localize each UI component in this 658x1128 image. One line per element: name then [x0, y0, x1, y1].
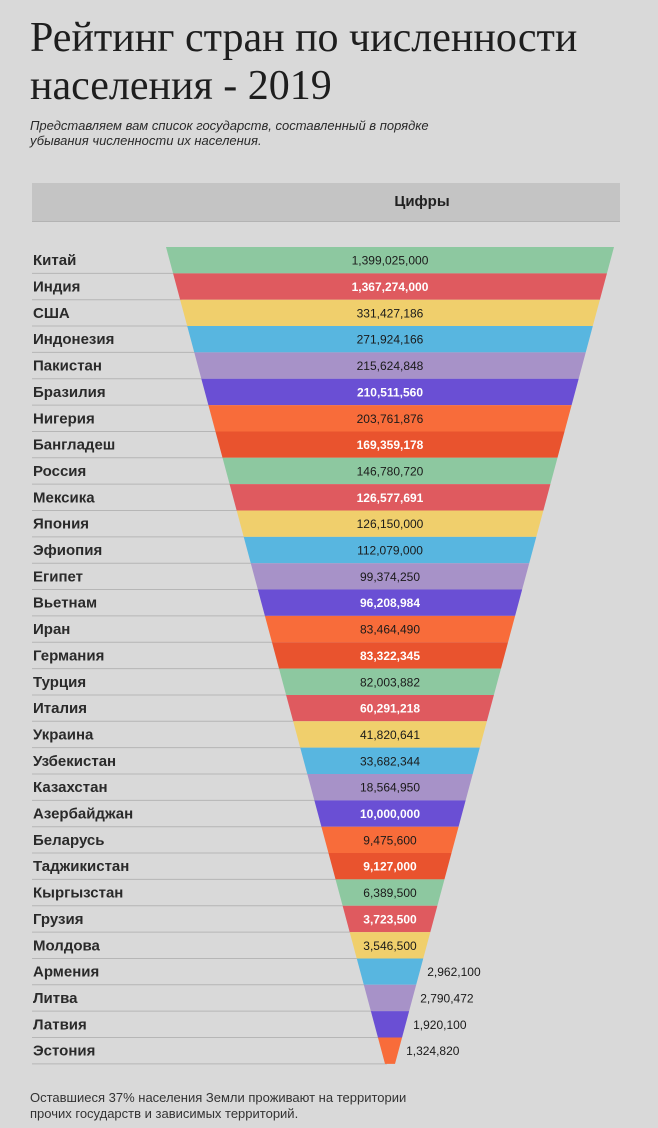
country-label: Грузия	[33, 911, 83, 928]
value-label: 60,291,218	[360, 702, 420, 716]
country-label: Украина	[33, 726, 94, 743]
funnel-band	[180, 299, 600, 327]
value-label: 3,546,500	[363, 939, 417, 953]
country-label: Китай	[33, 252, 76, 269]
country-label: Египет	[33, 568, 83, 585]
value-label: 6,389,500	[363, 886, 417, 900]
value-label: 215,624,848	[357, 359, 424, 373]
funnel-band	[286, 694, 494, 722]
funnel-band	[377, 1037, 403, 1064]
funnel-band	[328, 853, 452, 880]
value-label: 10,000,000	[360, 807, 420, 821]
funnel-band	[222, 457, 558, 485]
funnel-band	[342, 905, 438, 933]
country-label: Армения	[33, 964, 99, 981]
funnel-band	[201, 378, 579, 406]
country-label: Бангладеш	[33, 437, 115, 454]
column-header-bar: Цифры	[32, 183, 620, 222]
country-label: Таджикистан	[33, 858, 129, 875]
value-label: 203,761,876	[357, 412, 424, 426]
country-label: Кыргызстан	[33, 885, 123, 902]
value-label: 1,920,100	[413, 1018, 467, 1032]
funnel-band	[335, 879, 445, 906]
funnel-band	[363, 984, 417, 1012]
country-label: Япония	[33, 516, 89, 533]
value-label: 3,723,500	[363, 912, 417, 926]
funnel-band	[173, 273, 607, 300]
funnel-band	[187, 326, 593, 353]
funnel-band	[314, 800, 466, 827]
country-label: Эстония	[33, 1043, 95, 1060]
country-label: Индия	[33, 279, 80, 296]
country-label: Эфиопия	[33, 542, 102, 559]
country-label: Германия	[33, 647, 104, 664]
country-label: Азербайджан	[33, 806, 133, 823]
country-label: Вьетнам	[33, 595, 97, 612]
footnote: Оставшиеся 37% населения Земли проживают…	[30, 1090, 407, 1121]
country-label: Нигерия	[33, 410, 95, 427]
funnel-band	[356, 958, 424, 985]
funnel-band	[264, 615, 516, 643]
funnel-band	[307, 774, 473, 801]
value-label: 271,924,166	[357, 333, 424, 347]
country-label: Турция	[33, 674, 86, 691]
funnel-band	[229, 484, 551, 511]
column-header-label: Цифры	[394, 193, 450, 210]
country-label: Латвия	[33, 1016, 87, 1033]
value-label: 1,324,820	[406, 1044, 460, 1058]
value-label: 146,780,720	[357, 464, 424, 478]
value-label: 18,564,950	[360, 781, 420, 795]
country-label: Пакистан	[33, 358, 102, 375]
value-label: 2,790,472	[420, 991, 474, 1005]
funnel-band	[349, 932, 431, 959]
value-label: 82,003,882	[360, 675, 420, 689]
value-label: 9,475,600	[363, 833, 417, 847]
value-label: 2,962,100	[427, 965, 481, 979]
country-label: Иран	[33, 621, 70, 638]
value-label: 210,511,560	[357, 385, 423, 399]
value-label: 331,427,186	[357, 306, 424, 320]
page-title: Рейтинг стран по численности населения -…	[30, 15, 578, 109]
country-label: Узбекистан	[33, 753, 116, 770]
funnel-band	[208, 405, 572, 432]
country-label: Молдова	[33, 937, 101, 954]
value-label: 1,399,025,000	[352, 254, 429, 268]
funnel-band	[194, 352, 586, 379]
value-label: 96,208,984	[360, 596, 420, 610]
value-label: 9,127,000	[363, 860, 417, 874]
country-label: Россия	[33, 463, 86, 480]
value-label: 99,374,250	[360, 570, 420, 584]
value-label: 126,150,000	[357, 517, 424, 531]
country-label: Бразилия	[33, 384, 106, 401]
value-label: 126,577,691	[357, 491, 424, 505]
funnel-band	[293, 721, 487, 748]
funnel-band	[321, 826, 459, 854]
funnel-band	[215, 431, 565, 458]
funnel-band	[370, 1011, 410, 1038]
funnel-band	[250, 563, 530, 590]
value-label: 1,367,274,000	[352, 280, 429, 294]
country-label: Литва	[33, 990, 78, 1007]
value-label: 83,322,345	[360, 649, 420, 663]
country-label: Италия	[33, 700, 87, 717]
funnel-band	[257, 589, 523, 616]
funnel-band	[300, 747, 480, 774]
value-label: 169,359,178	[357, 438, 424, 452]
funnel-band	[279, 668, 501, 695]
funnel-band	[271, 642, 509, 669]
value-label: 33,682,344	[360, 754, 420, 768]
country-label: Мексика	[33, 489, 95, 506]
country-label: США	[33, 305, 70, 322]
value-label: 83,464,490	[360, 623, 420, 637]
value-label: 112,079,000	[357, 544, 423, 558]
country-label: Индонезия	[33, 331, 114, 348]
funnel-band	[243, 536, 537, 564]
country-label: Беларусь	[33, 832, 105, 849]
page-subtitle: Представляем вам список государств, сост…	[30, 118, 429, 148]
value-label: 41,820,641	[360, 728, 420, 742]
funnel-band	[166, 247, 614, 274]
country-label: Казахстан	[33, 779, 108, 796]
funnel-band	[236, 510, 544, 537]
